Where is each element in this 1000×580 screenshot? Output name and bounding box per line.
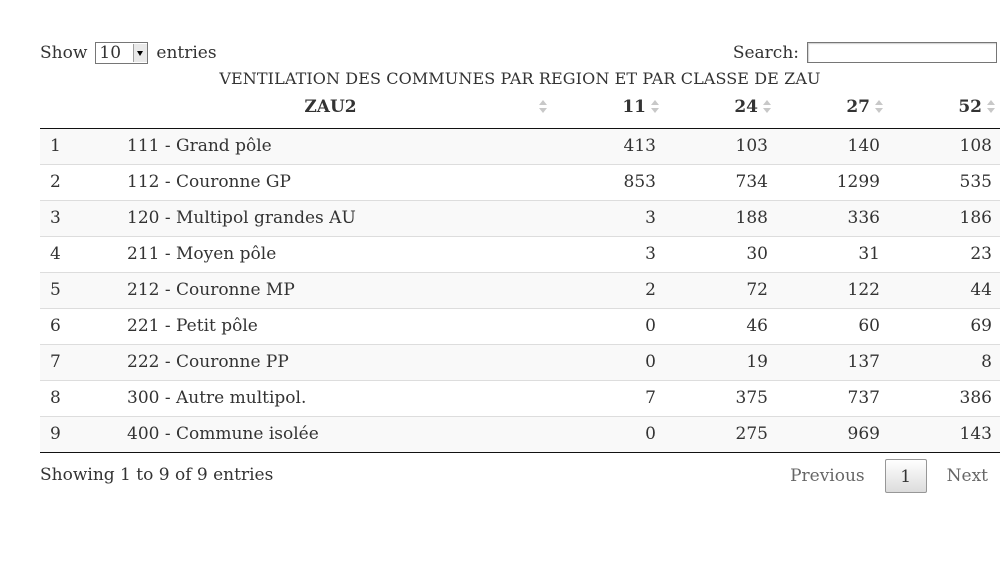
value-cell-11: 7 — [552, 379, 664, 416]
sort-icon — [651, 99, 659, 115]
value-cell-11: 0 — [552, 307, 664, 344]
column-header-index — [40, 92, 117, 129]
previous-page-button[interactable]: Previous — [790, 465, 865, 486]
value-cell-27: 122 — [776, 271, 888, 308]
entries-per-page-select[interactable]: 10 — [95, 42, 149, 64]
value-cell-24: 30 — [664, 235, 776, 272]
value-cell-24: 734 — [664, 163, 776, 200]
table-row: 9 400 - Commune isolée 0 275 969 143 — [40, 415, 1000, 453]
value-cell-11: 2 — [552, 271, 664, 308]
column-header-11[interactable]: 11 — [552, 92, 664, 129]
sort-icon — [987, 99, 995, 115]
zau2-cell: 221 - Petit pôle — [117, 307, 552, 344]
value-cell-27: 737 — [776, 379, 888, 416]
value-cell-11: 3 — [552, 199, 664, 236]
column-header-label: 24 — [734, 97, 758, 117]
header-row: ZAU2 11 24 27 52 — [40, 92, 1000, 129]
table-row: 6 221 - Petit pôle 0 46 60 69 — [40, 307, 1000, 344]
table-row: 7 222 - Couronne PP 0 19 137 8 — [40, 343, 1000, 380]
table-row: 2 112 - Couronne GP 853 734 1299 535 — [40, 163, 1000, 200]
search-input[interactable] — [807, 42, 997, 63]
column-header-52[interactable]: 52 — [888, 92, 1000, 129]
value-cell-52: 8 — [888, 343, 1000, 380]
value-cell-27: 140 — [776, 128, 888, 164]
page-1-button[interactable]: 1 — [884, 458, 927, 493]
value-cell-52: 23 — [888, 235, 1000, 272]
column-header-label: ZAU2 — [304, 97, 357, 117]
table-row: 5 212 - Couronne MP 2 72 122 44 — [40, 271, 1000, 308]
value-cell-24: 46 — [664, 307, 776, 344]
length-prefix: Show — [40, 43, 88, 63]
column-header-label: 11 — [622, 97, 646, 117]
table-row: 1 111 - Grand pôle 413 103 140 108 — [40, 128, 1000, 164]
value-cell-27: 60 — [776, 307, 888, 344]
value-cell-27: 969 — [776, 415, 888, 453]
zau2-cell: 120 - Multipol grandes AU — [117, 199, 552, 236]
column-header-label: 52 — [958, 97, 982, 117]
value-cell-24: 375 — [664, 379, 776, 416]
value-cell-27: 1299 — [776, 163, 888, 200]
data-table: ZAU2 11 24 27 52 — [40, 92, 1000, 453]
table-row: 3 120 - Multipol grandes AU 3 188 336 18… — [40, 199, 1000, 236]
table-row: 4 211 - Moyen pôle 3 30 31 23 — [40, 235, 1000, 272]
value-cell-52: 186 — [888, 199, 1000, 236]
chevron-down-icon — [133, 44, 148, 62]
next-page-button[interactable]: Next — [946, 465, 988, 486]
value-cell-24: 19 — [664, 343, 776, 380]
zau2-cell: 112 - Couronne GP — [117, 163, 552, 200]
zau2-cell: 212 - Couronne MP — [117, 271, 552, 308]
length-menu: Show 10 entries — [40, 42, 217, 64]
column-header-zau2[interactable]: ZAU2 — [117, 92, 552, 129]
value-cell-52: 69 — [888, 307, 1000, 344]
table-caption: VENTILATION DES COMMUNES PAR REGION ET P… — [219, 69, 821, 88]
sort-icon — [539, 99, 547, 115]
value-cell-27: 137 — [776, 343, 888, 380]
value-cell-52: 108 — [888, 128, 1000, 164]
row-index: 2 — [40, 163, 117, 200]
table-info: Showing 1 to 9 of 9 entries — [40, 464, 274, 485]
row-index: 9 — [40, 415, 117, 453]
table-controls: Show 10 entries Search: — [40, 38, 1000, 70]
row-index: 6 — [40, 307, 117, 344]
row-index: 4 — [40, 235, 117, 272]
search-label: Search: — [732, 42, 799, 63]
entries-per-page-value: 10 — [99, 43, 122, 63]
value-cell-11: 413 — [552, 128, 664, 164]
datatable-wrapper: Show 10 entries Search: VENTILATION DES … — [40, 38, 1000, 503]
row-index: 1 — [40, 128, 117, 164]
value-cell-11: 0 — [552, 415, 664, 453]
row-index: 5 — [40, 271, 117, 308]
value-cell-27: 336 — [776, 199, 888, 236]
value-cell-24: 188 — [664, 199, 776, 236]
zau2-cell: 111 - Grand pôle — [117, 128, 552, 164]
value-cell-24: 72 — [664, 271, 776, 308]
value-cell-24: 275 — [664, 415, 776, 453]
row-index: 7 — [40, 343, 117, 380]
sort-icon — [763, 99, 771, 115]
table-footer: Showing 1 to 9 of 9 entries Previous 1 N… — [40, 453, 1000, 503]
column-header-24[interactable]: 24 — [664, 92, 776, 129]
pagination: Previous 1 Next — [778, 458, 1000, 494]
length-suffix: entries — [156, 43, 217, 63]
zau2-cell: 222 - Couronne PP — [117, 343, 552, 380]
value-cell-52: 535 — [888, 163, 1000, 200]
value-cell-52: 386 — [888, 379, 1000, 416]
row-index: 8 — [40, 379, 117, 416]
value-cell-11: 853 — [552, 163, 664, 200]
zau2-cell: 211 - Moyen pôle — [117, 235, 552, 272]
search-filter: Search: — [733, 42, 997, 63]
value-cell-52: 143 — [888, 415, 1000, 453]
value-cell-11: 3 — [552, 235, 664, 272]
sort-icon — [875, 99, 883, 115]
value-cell-11: 0 — [552, 343, 664, 380]
table-row: 8 300 - Autre multipol. 7 375 737 386 — [40, 379, 1000, 416]
column-header-27[interactable]: 27 — [776, 92, 888, 129]
zau2-cell: 400 - Commune isolée — [117, 415, 552, 453]
value-cell-24: 103 — [664, 128, 776, 164]
value-cell-27: 31 — [776, 235, 888, 272]
zau2-cell: 300 - Autre multipol. — [117, 379, 552, 416]
row-index: 3 — [40, 199, 117, 236]
column-header-label: 27 — [846, 97, 870, 117]
value-cell-52: 44 — [888, 271, 1000, 308]
